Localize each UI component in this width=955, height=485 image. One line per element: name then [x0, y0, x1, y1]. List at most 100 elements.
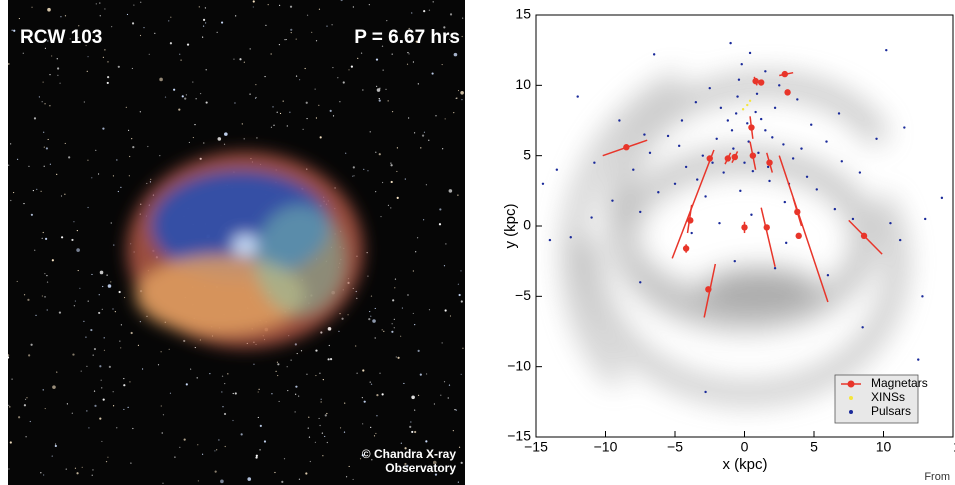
- star: [93, 390, 96, 392]
- image-period: P = 6.67 hrs: [354, 27, 460, 48]
- star: [441, 342, 443, 344]
- error-segment: [760, 207, 776, 267]
- star: [90, 328, 93, 332]
- star: [179, 53, 181, 55]
- star: [264, 75, 266, 78]
- star: [285, 38, 288, 41]
- star: [30, 343, 33, 346]
- star: [9, 441, 12, 444]
- star: [357, 57, 359, 59]
- star: [448, 384, 451, 386]
- star: [326, 25, 328, 27]
- star: [184, 97, 187, 100]
- point: [741, 108, 745, 111]
- star: [286, 125, 288, 127]
- star: [255, 96, 257, 99]
- star: [220, 479, 224, 484]
- star: [131, 138, 133, 140]
- point: [815, 188, 818, 191]
- star: [456, 97, 458, 99]
- point: [764, 70, 767, 73]
- star: [10, 143, 12, 145]
- point: [704, 390, 707, 394]
- nebula-green: [255, 205, 345, 315]
- star: [276, 111, 278, 113]
- point: [875, 137, 878, 140]
- star: [56, 371, 58, 373]
- magnetar-point: [749, 152, 757, 159]
- star: [98, 311, 101, 315]
- y-axis-label: y (kpc): [502, 203, 519, 248]
- star: [35, 314, 37, 316]
- star: [88, 427, 90, 429]
- error-segment: [671, 149, 715, 259]
- point: [732, 147, 735, 150]
- star: [278, 44, 281, 46]
- star: [32, 189, 34, 192]
- star: [267, 3, 269, 6]
- star: [42, 389, 44, 391]
- star: [298, 478, 301, 480]
- star: [218, 439, 220, 441]
- legend-marker: [849, 410, 853, 414]
- star: [370, 383, 373, 385]
- star: [147, 145, 149, 148]
- star: [46, 275, 48, 277]
- star: [131, 67, 134, 70]
- star: [123, 408, 125, 411]
- star: [148, 53, 150, 55]
- star: [387, 204, 390, 206]
- star: [412, 312, 414, 315]
- star: [205, 22, 207, 24]
- star: [378, 99, 381, 102]
- star: [234, 102, 236, 104]
- star: [369, 310, 371, 313]
- point: [541, 182, 545, 185]
- star: [311, 31, 313, 33]
- star: [410, 421, 412, 423]
- point: [652, 53, 656, 56]
- star: [8, 468, 10, 470]
- point: [858, 171, 862, 174]
- star: [444, 309, 447, 312]
- star: [99, 15, 101, 17]
- star: [400, 335, 402, 337]
- star: [46, 281, 49, 283]
- star: [443, 381, 446, 383]
- star: [22, 52, 24, 54]
- image-credit: Observatory: [385, 461, 456, 475]
- star: [150, 178, 152, 180]
- star: [41, 237, 43, 239]
- star: [327, 327, 332, 331]
- star: [411, 395, 415, 400]
- star: [387, 100, 389, 102]
- star: [42, 81, 44, 83]
- star: [8, 354, 10, 357]
- point: [754, 110, 757, 114]
- star: [69, 38, 71, 40]
- star: [97, 173, 100, 175]
- star: [308, 436, 311, 438]
- point: [851, 217, 855, 221]
- star: [47, 138, 49, 141]
- star: [160, 351, 162, 353]
- star: [60, 16, 62, 18]
- star: [203, 142, 205, 144]
- star: [83, 320, 85, 322]
- x-axis-label: x (kpc): [723, 456, 768, 473]
- star: [408, 117, 410, 119]
- star: [197, 444, 199, 446]
- star: [47, 40, 49, 42]
- star: [356, 372, 358, 374]
- star: [99, 270, 104, 275]
- star: [197, 480, 199, 482]
- image-credit: © Chandra X-ray: [362, 447, 457, 461]
- star: [428, 309, 431, 311]
- point: [593, 161, 596, 164]
- star: [432, 460, 437, 465]
- star: [458, 446, 461, 448]
- star: [74, 300, 76, 302]
- point: [766, 165, 770, 169]
